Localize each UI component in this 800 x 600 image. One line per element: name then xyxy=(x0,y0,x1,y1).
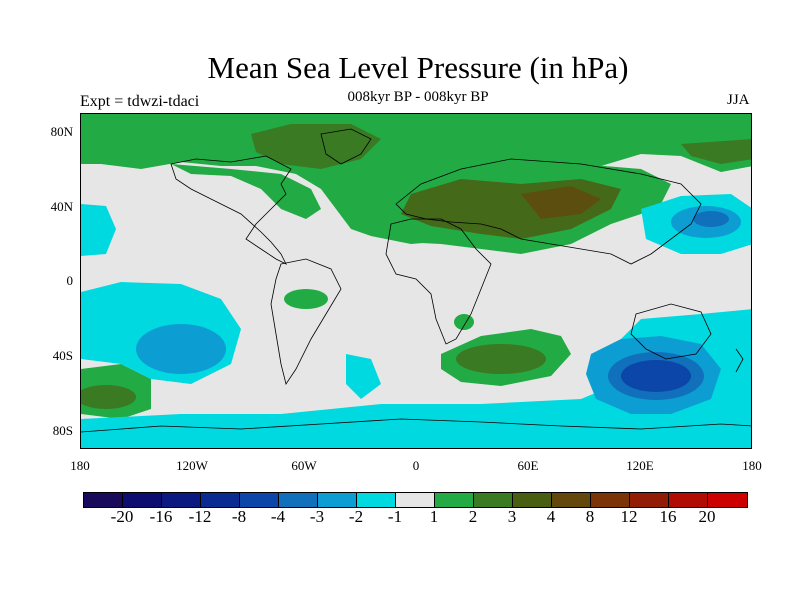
colorbar-label: 12 xyxy=(620,507,638,526)
lon-label-120w: 120W xyxy=(176,458,208,473)
coast-new-zealand xyxy=(735,348,744,373)
subtitle: 008kyr BP - 008kyr BP xyxy=(347,89,489,105)
colorbar-box xyxy=(279,493,318,507)
colorbar-label: 3 xyxy=(507,507,517,526)
colorbar-label: -1 xyxy=(387,507,403,526)
colorbar-label: -16 xyxy=(149,507,173,526)
colorbar-box xyxy=(708,493,747,507)
anomaly-negative-southern-ocean xyxy=(81,309,751,448)
anomaly-positive-namerica xyxy=(171,164,321,219)
anomaly-positive-eurasia-peak xyxy=(521,186,601,219)
coastlines xyxy=(81,128,751,433)
lon-label-180w: 180 xyxy=(70,458,90,473)
lat-label-40n: 40N xyxy=(50,199,73,214)
anomaly-positive-samerica xyxy=(284,289,328,309)
lon-label-120e: 120E xyxy=(626,458,654,473)
colorbar-box xyxy=(630,493,669,507)
lat-label-80s: 80S xyxy=(52,423,73,438)
colorbar-label: 8 xyxy=(585,507,595,526)
season-label: JJA xyxy=(727,92,750,108)
colorbar-label: 4 xyxy=(546,507,556,526)
colorbar xyxy=(83,492,748,508)
lat-label-80n: 80N xyxy=(50,124,73,139)
lon-label-60w: 60W xyxy=(291,458,317,473)
colorbar-label: 16 xyxy=(659,507,677,526)
colorbar-label: 1 xyxy=(429,507,439,526)
colorbar-label: -8 xyxy=(231,507,247,526)
coast-north-america xyxy=(170,155,292,265)
lat-label-40s: 40S xyxy=(52,348,73,363)
lon-label-60e: 60E xyxy=(517,458,539,473)
coast-south-america xyxy=(270,258,342,385)
lon-label-180e: 180 xyxy=(742,458,762,473)
colorbar-label: 2 xyxy=(468,507,478,526)
map-canvas xyxy=(81,114,751,448)
colorbar-label: -3 xyxy=(309,507,325,526)
colorbar-box xyxy=(123,493,162,507)
anomaly-positive-safrica xyxy=(454,314,474,330)
colorbar-box xyxy=(240,493,279,507)
colorbar-label: -12 xyxy=(188,507,212,526)
coast-greenland xyxy=(320,128,372,165)
coast-australia xyxy=(630,303,712,360)
colorbar-label: -4 xyxy=(270,507,286,526)
colorbar-box xyxy=(669,493,708,507)
colorbar-box xyxy=(162,493,201,507)
coast-africa xyxy=(385,218,492,345)
lon-label-0: 0 xyxy=(412,458,420,473)
colorbar-box xyxy=(591,493,630,507)
anomaly-positive-south-pacific-west-core xyxy=(81,385,136,409)
pressure-map xyxy=(80,113,752,449)
anomaly-positive-greenland xyxy=(251,124,381,169)
lat-label-0: 0 xyxy=(66,273,74,288)
anomaly-negative-australia-peak xyxy=(621,360,691,392)
anomaly-positive-southern-indian-core xyxy=(456,344,546,374)
anomaly-negative-ne-pacific xyxy=(81,204,116,256)
coast-antarctica xyxy=(81,418,751,433)
colorbar-label: -2 xyxy=(348,507,364,526)
colorbar-box xyxy=(552,493,591,507)
colorbar-box xyxy=(201,493,240,507)
colorbar-label: -20 xyxy=(110,507,134,526)
colorbar-box xyxy=(513,493,552,507)
anomaly-negative-south-pacific-core xyxy=(136,324,226,374)
colorbar-box xyxy=(318,493,357,507)
anomaly-negative-south-atlantic xyxy=(346,354,381,399)
colorbar-box xyxy=(84,493,123,507)
experiment-label: Expt = tdwzi-tdaci xyxy=(80,93,200,110)
anomaly-negative-nw-pacific-peak xyxy=(693,211,729,227)
colorbar-box xyxy=(435,493,474,507)
colorbar-box xyxy=(357,493,396,507)
colorbar-label: 20 xyxy=(698,507,716,526)
colorbar-box xyxy=(474,493,513,507)
page-title: Mean Sea Level Pressure (in hPa) xyxy=(207,50,629,85)
coast-eurasia xyxy=(395,158,702,265)
colorbar-box xyxy=(396,493,435,507)
anomaly-positive-arctic-east xyxy=(681,139,751,164)
